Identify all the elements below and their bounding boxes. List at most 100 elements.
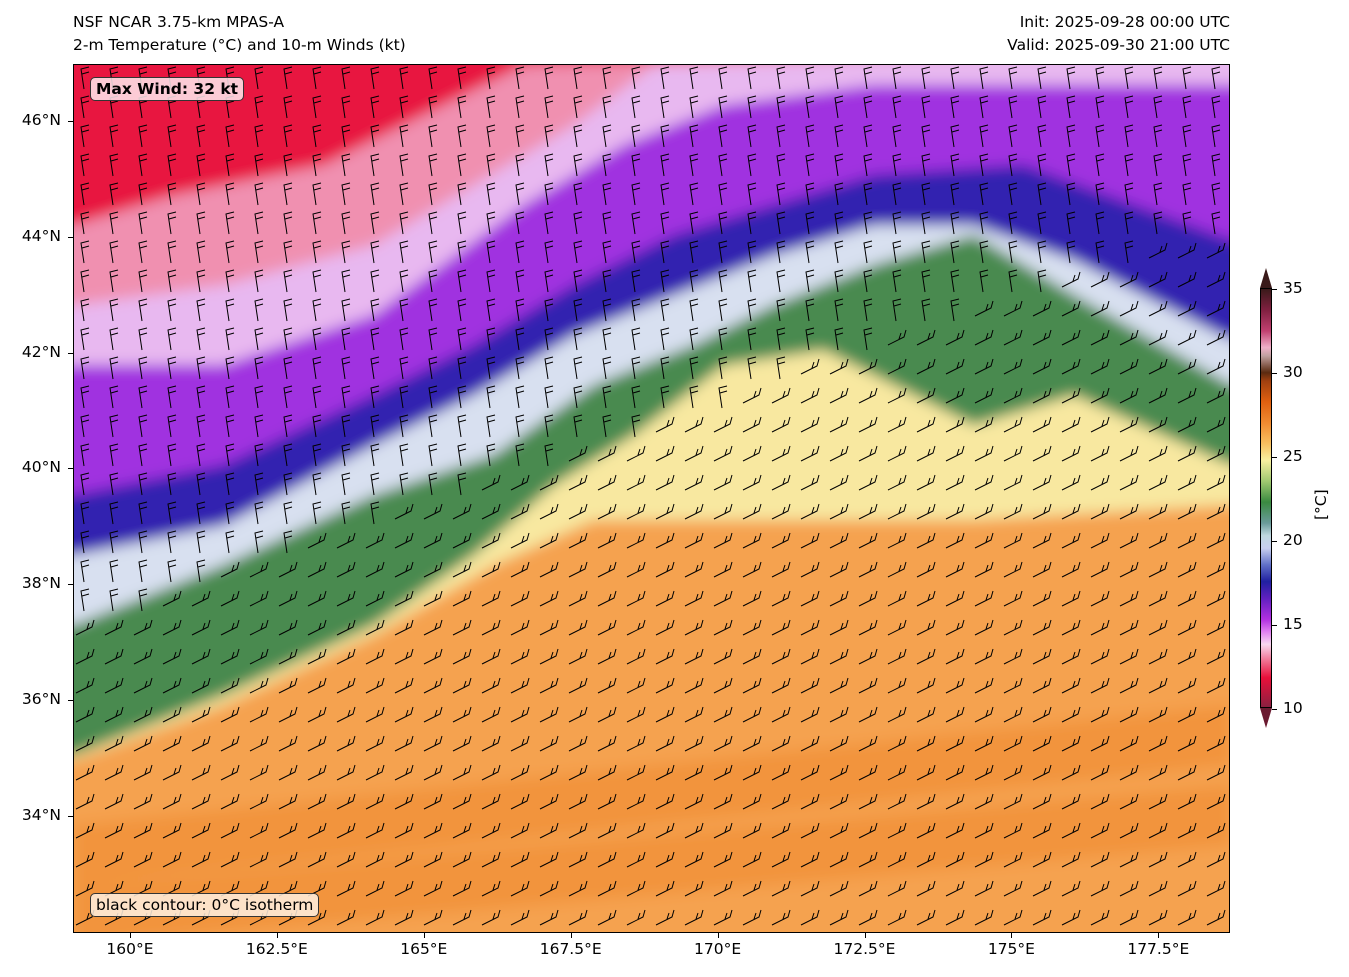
wind-barb (655, 561, 675, 578)
wind-barb (254, 124, 264, 148)
wind-barb (916, 358, 936, 375)
wind-barb (1119, 677, 1139, 694)
wind-barb (428, 182, 438, 206)
wind-barb (1177, 706, 1197, 723)
wind-barb (805, 95, 815, 119)
wind-barb (921, 211, 931, 235)
wind-barb (568, 880, 588, 897)
wind-barb (597, 619, 617, 636)
wind-barb (370, 443, 380, 467)
wind-barb (481, 793, 501, 810)
wind-barb (1124, 124, 1134, 148)
wind-barb (394, 590, 414, 607)
wind-barb (283, 240, 293, 264)
wind-barb (370, 66, 380, 90)
wind-barb (718, 66, 728, 90)
wind-barb (1148, 532, 1168, 549)
wind-barb (452, 561, 472, 578)
wind-barb (75, 706, 95, 723)
wind-barb (312, 153, 322, 177)
wind-barb (805, 327, 815, 351)
wind-barb (510, 590, 530, 607)
wind-barb (655, 474, 675, 491)
colorbar-tick (1272, 541, 1277, 542)
wind-barb (196, 211, 206, 235)
wind-barb (481, 677, 501, 694)
wind-barb (399, 95, 409, 119)
wind-barb (394, 619, 414, 636)
wind-barb (167, 182, 177, 206)
wind-barb (597, 909, 617, 926)
wind-barb (829, 358, 849, 375)
wind-barb (834, 66, 844, 90)
wind-barb (307, 735, 327, 752)
wind-barb (138, 530, 148, 554)
wind-barb (1061, 329, 1081, 346)
wind-barb (109, 327, 119, 351)
wind-barb (336, 880, 356, 897)
wind-barb (631, 153, 641, 177)
wind-barb (602, 240, 612, 264)
wind-barb (394, 648, 414, 665)
wind-barb (776, 211, 786, 235)
lon-label: 170°E (694, 940, 742, 958)
wind-barb (858, 503, 878, 520)
wind-barb (196, 443, 206, 467)
wind-barb (510, 909, 530, 926)
wind-barb (858, 880, 878, 897)
wind-barb (167, 327, 177, 351)
wind-barb (1119, 503, 1139, 520)
wind-barb (1206, 271, 1226, 288)
wind-barb (544, 327, 554, 351)
wind-barb (312, 443, 322, 467)
wind-barb (138, 472, 148, 496)
wind-barb (887, 445, 907, 462)
wind-barb (515, 66, 525, 90)
wind-barb (1095, 124, 1105, 148)
wind-barb (713, 764, 733, 781)
wind-barb (655, 648, 675, 665)
wind-barb (283, 95, 293, 119)
wind-barb (365, 880, 385, 897)
wind-barb (515, 182, 525, 206)
wind-barb (138, 269, 148, 293)
wind-barb (1211, 182, 1221, 206)
wind-barb (191, 851, 211, 868)
wind-barb (510, 677, 530, 694)
wind-barb (887, 764, 907, 781)
wind-barb (167, 443, 177, 467)
wind-barb (167, 298, 177, 322)
wind-barb (568, 909, 588, 926)
wind-barb (75, 793, 95, 810)
wind-barb (133, 793, 153, 810)
wind-barb (109, 153, 119, 177)
wind-barb (428, 211, 438, 235)
wind-barb (1061, 880, 1081, 897)
wind-barb (162, 677, 182, 694)
wind-barb (597, 561, 617, 578)
wind-barb (858, 706, 878, 723)
wind-barb (771, 387, 791, 404)
wind-barb (887, 851, 907, 868)
wind-barb (829, 416, 849, 433)
lon-tick (864, 933, 866, 938)
wind-barb (515, 414, 525, 438)
wind-barb (829, 706, 849, 723)
wind-barb (800, 880, 820, 897)
wind-barb (916, 532, 936, 549)
wind-barb (573, 385, 583, 409)
wind-barb (829, 822, 849, 839)
wind-barb (1066, 182, 1076, 206)
wind-barb (631, 66, 641, 90)
wind-barb (283, 269, 293, 293)
wind-barb (167, 240, 177, 264)
wind-barb (249, 561, 269, 578)
wind-barb (452, 648, 472, 665)
wind-barb (539, 677, 559, 694)
wind-barb (602, 298, 612, 322)
wind-barb (1119, 416, 1139, 433)
wind-barb (312, 211, 322, 235)
wind-barb (1119, 619, 1139, 636)
wind-barb (974, 503, 994, 520)
wind-barb (341, 211, 351, 235)
